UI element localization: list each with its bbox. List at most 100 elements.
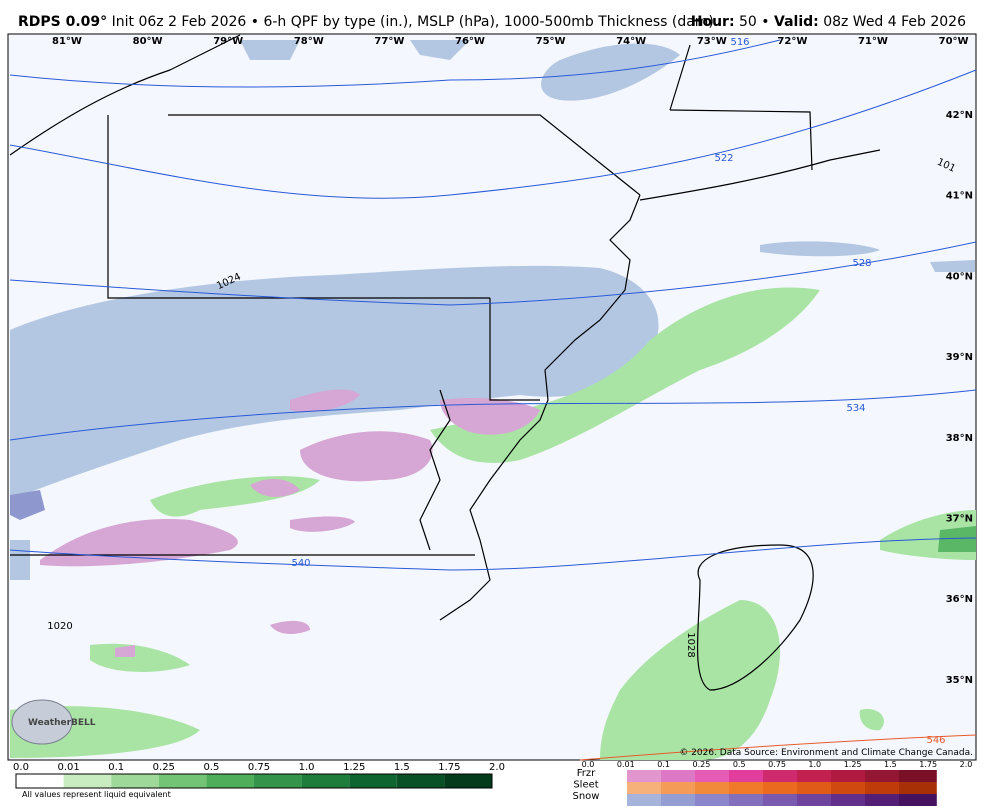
pressure-label: 1028	[685, 632, 696, 657]
rain-scale-swatch	[349, 774, 397, 788]
latitude-label: 35°N	[946, 675, 973, 686]
type-scale-swatch	[831, 782, 869, 794]
type-label: Snow	[573, 791, 600, 802]
longitude-label: 78°W	[294, 36, 324, 47]
longitude-label: 75°W	[536, 36, 566, 47]
type-scale-tick: 0.0	[582, 760, 595, 769]
rain-scale-tick: 0.25	[153, 762, 175, 773]
thickness-546	[579, 734, 977, 761]
rain-scale-tick: 0.5	[203, 762, 219, 773]
map	[7, 33, 977, 761]
rain-scale-tick: 1.75	[438, 762, 460, 773]
type-scale-swatch	[763, 794, 801, 806]
type-scale-tick: 1.75	[919, 760, 937, 769]
thickness-contours	[9, 39, 977, 571]
type-scale-tick: 0.25	[692, 760, 710, 769]
type-scale-swatch	[831, 794, 869, 806]
type-scale-tick: 0.1	[657, 760, 670, 769]
type-scale-swatch	[865, 794, 903, 806]
type-scale-swatch	[627, 782, 665, 794]
labels: 81°W 80°W 79°W 78°W 77°W 76°W 75°W 74°W 73°W 72°W…	[11, 36, 973, 806]
type-label: Sleet	[573, 780, 598, 791]
latitude-label: 40°N	[946, 271, 973, 282]
thickness-label: 540	[291, 558, 310, 569]
type-scale-tick: 0.5	[733, 760, 746, 769]
rain-scale-tick: 1.0	[299, 762, 315, 773]
type-scale-swatch	[729, 770, 767, 782]
rain-scale-swatch	[206, 774, 254, 788]
rain-scale-swatch	[63, 774, 112, 788]
rain-scale-swatch	[16, 774, 64, 788]
type-scale-swatch	[899, 782, 937, 794]
header-right: Hour: 50 • Valid: 08z Wed 4 Feb 2026	[691, 14, 966, 30]
type-scale-tick: 0.75	[768, 760, 786, 769]
rain-scale-swatch	[254, 774, 302, 788]
rain-scale-swatch	[158, 774, 207, 788]
rain-scale-swatch	[111, 774, 159, 788]
logo-badge	[11, 699, 73, 745]
rain-scale-swatch	[444, 774, 492, 788]
type-scale-swatch	[729, 794, 767, 806]
rain-scale-tick: 0.75	[248, 762, 270, 773]
type-scale-tick: 1.25	[844, 760, 862, 769]
rain-scale-swatch	[396, 774, 445, 788]
credit: © 2026. Data Source: Environment and Cli…	[679, 748, 973, 758]
latitude-label: 39°N	[946, 352, 973, 363]
type-label: Frzr	[577, 768, 596, 779]
rain-scale-swatch	[301, 774, 350, 788]
type-scale-swatch	[899, 770, 937, 782]
type-scale-swatch	[627, 770, 665, 782]
pressure-label: 1020	[47, 621, 72, 632]
type-scale-swatch	[865, 770, 903, 782]
longitude-label: 70°W	[939, 36, 969, 47]
thickness-label: 534	[846, 403, 865, 414]
longitude-label: 79°W	[213, 36, 243, 47]
type-scale-swatch	[695, 782, 733, 794]
snow-heavy	[10, 490, 45, 520]
type-scale-tick: 0.01	[617, 760, 635, 769]
type-scale-tick: 1.5	[884, 760, 897, 769]
rain-scale-tick: 0.01	[57, 762, 79, 773]
type-scale-swatch	[695, 770, 733, 782]
header-left: RDPS 0.09° Init 06z 2 Feb 2026 • 6-h QPF…	[18, 14, 714, 30]
rain-note: All values represent liquid equivalent	[22, 790, 171, 799]
type-scale-swatch	[661, 782, 699, 794]
snow-areas	[10, 40, 975, 580]
type-scale-swatch	[661, 794, 699, 806]
type-scale-swatch	[729, 782, 767, 794]
type-scale-swatch	[899, 794, 937, 806]
rain-heavy	[938, 526, 976, 552]
rain-scale-frame	[15, 773, 493, 789]
thickness-label: 528	[852, 258, 871, 269]
latitude-label: 38°N	[946, 433, 973, 444]
longitude-label: 76°W	[455, 36, 485, 47]
rain-scale-tick: 0.0	[13, 762, 29, 773]
rain-scale-tick: 0.1	[108, 762, 124, 773]
type-scale-swatch	[797, 794, 835, 806]
type-scale-swatch	[831, 770, 869, 782]
type-scale-swatch	[695, 794, 733, 806]
longitude-label: 71°W	[858, 36, 888, 47]
longitude-label: 73°W	[697, 36, 727, 47]
type-scale-swatch	[627, 794, 665, 806]
type-scale-swatch	[763, 782, 801, 794]
type-scale-swatch	[763, 770, 801, 782]
type-scale-swatch	[797, 782, 835, 794]
rain-scale-tick: 2.0	[489, 762, 505, 773]
type-scale-tick: 2.0	[960, 760, 973, 769]
thickness-label: 516	[730, 37, 749, 48]
coast-and-borders	[9, 34, 881, 691]
longitude-label: 74°W	[616, 36, 646, 47]
type-scale-tick: 1.0	[808, 760, 821, 769]
longitude-label: 81°W	[52, 36, 82, 47]
longitude-label: 72°W	[777, 36, 807, 47]
type-scale-swatch	[661, 770, 699, 782]
rain-scale-tick: 1.5	[394, 762, 410, 773]
latitude-label: 41°N	[946, 191, 973, 202]
thickness-label: 522	[714, 153, 733, 164]
type-scale-swatch	[797, 770, 835, 782]
latitude-label: 42°N	[946, 110, 973, 121]
latitude-label: 36°N	[946, 594, 973, 605]
